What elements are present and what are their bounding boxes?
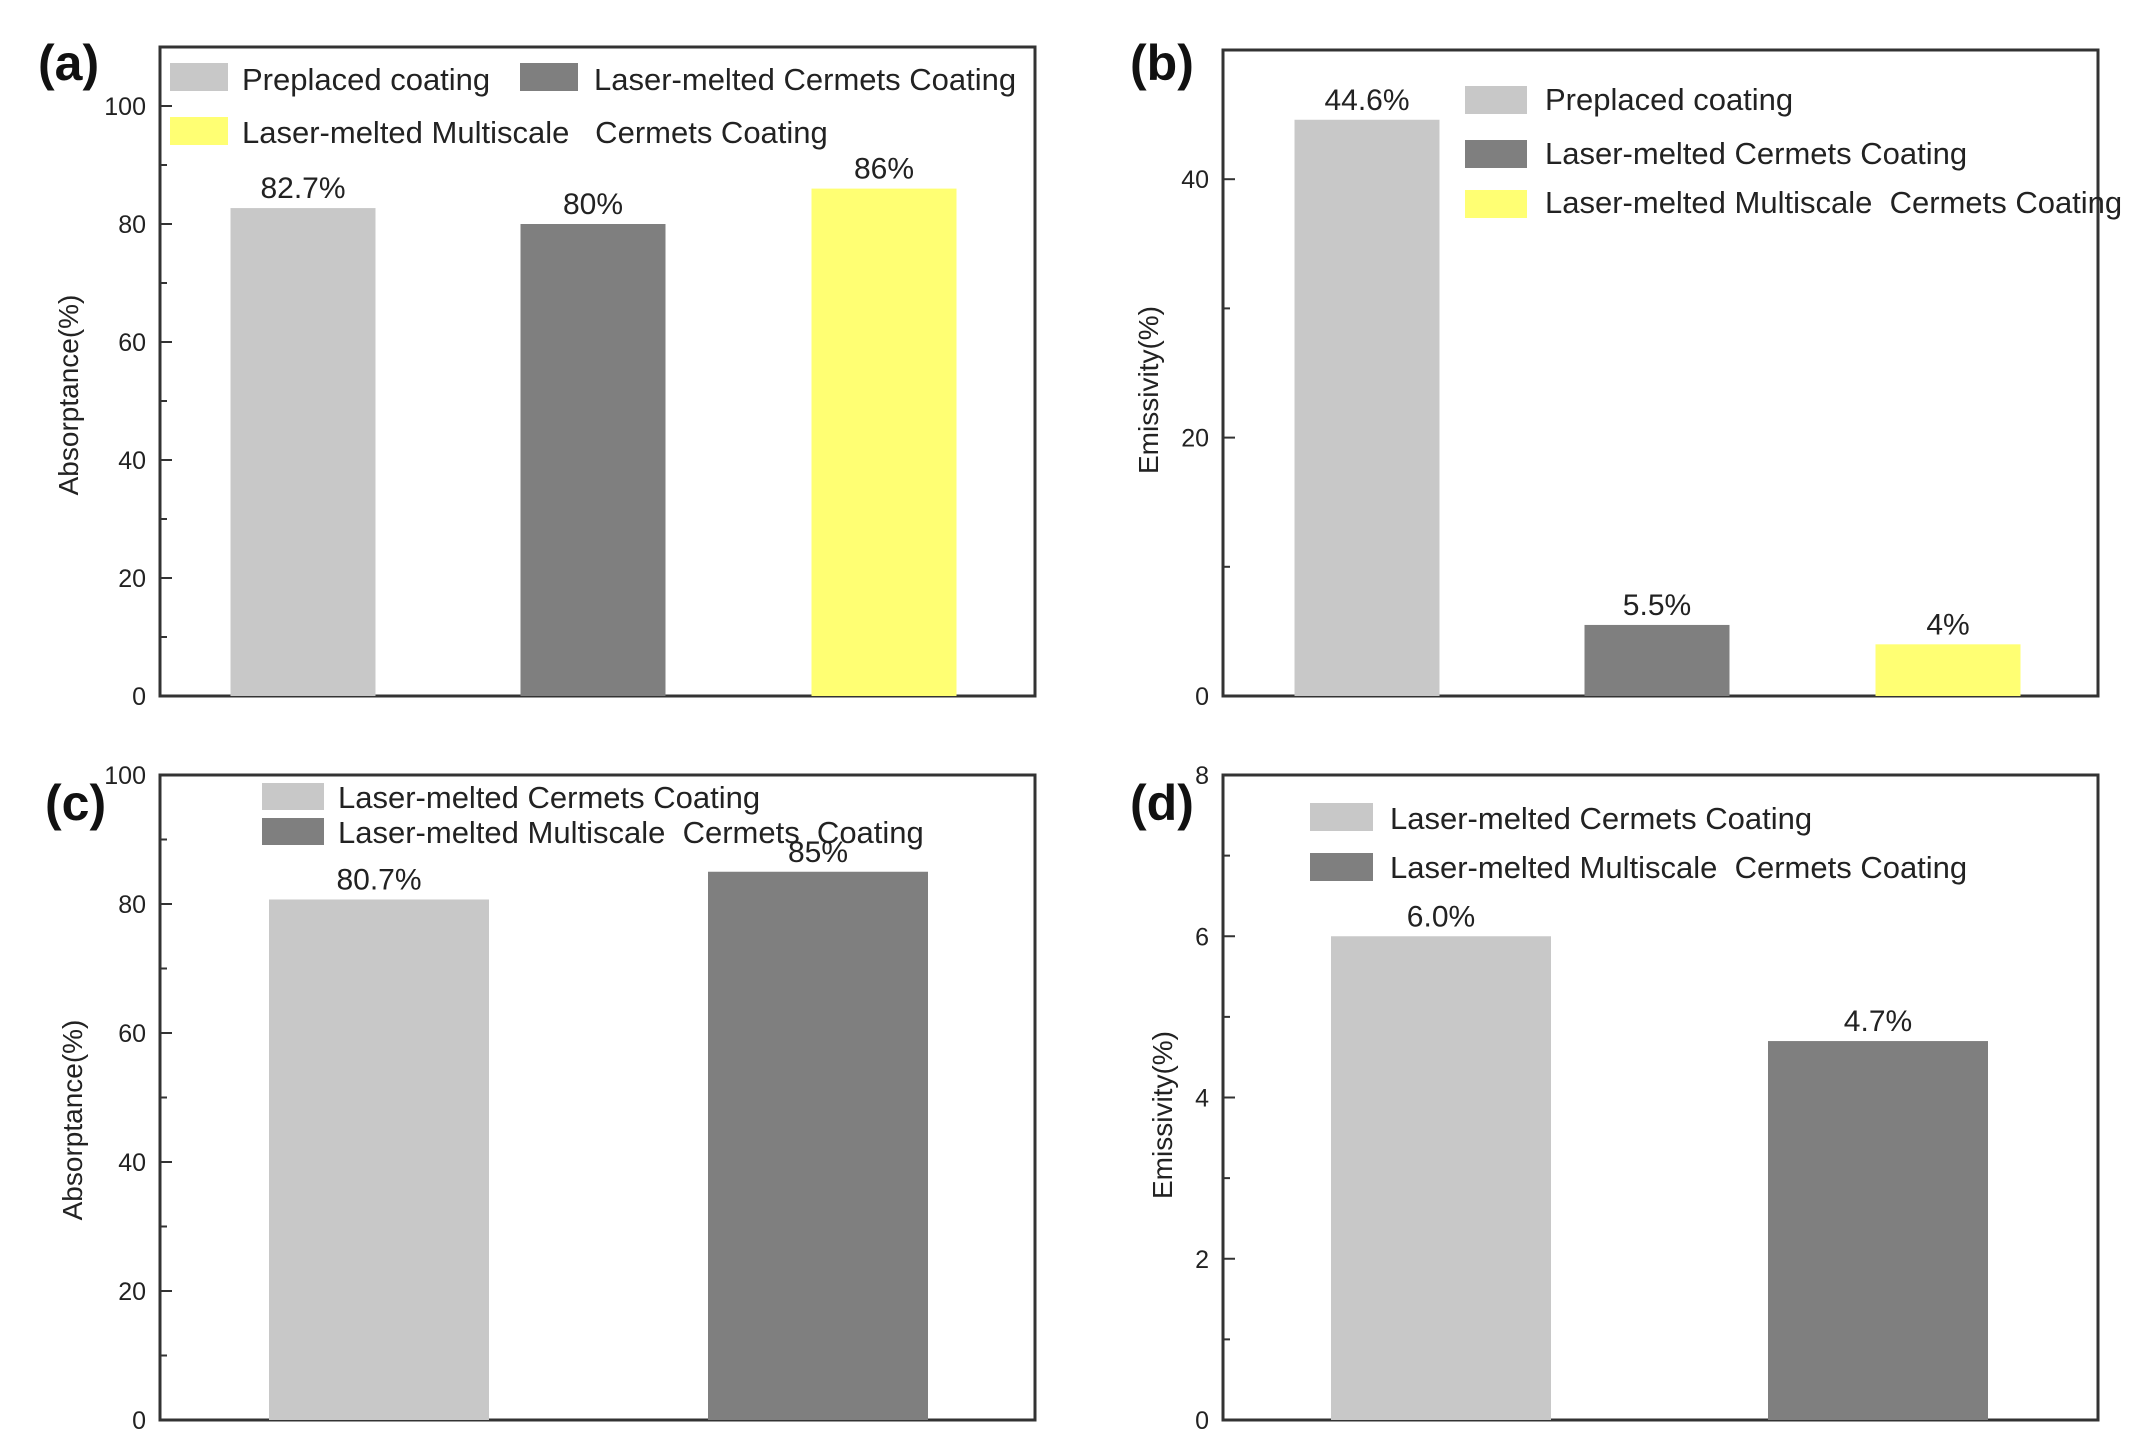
data-labels-c: 80.7% 85%	[336, 836, 848, 897]
y-tick-label-c: 80	[118, 891, 146, 919]
y-ticks-a: 0 20 40 60 80 100	[104, 93, 172, 711]
bar-b-1	[1294, 119, 1440, 696]
y-tick-label-d: 0	[1195, 1407, 1209, 1435]
data-label-c-2: 85%	[788, 836, 848, 869]
data-label-b-3: 4%	[1926, 608, 1969, 641]
legend-label-multiscale: Laser-melted Multiscale Cermets Coating	[242, 115, 828, 150]
y-axis-title-c: Absorptance(%)	[57, 1020, 88, 1221]
data-label-c-1: 80.7%	[336, 863, 421, 896]
bar-b-3	[1875, 644, 2021, 696]
y-tick-label-b: 20	[1181, 425, 1209, 453]
y-tick-label-a: 0	[132, 683, 146, 711]
y-axis-title-a: Absorptance(%)	[53, 295, 84, 496]
legend-c: Laser-melted Cermets Coating Laser-melte…	[262, 780, 924, 850]
bar-d-1	[1331, 936, 1551, 1420]
bar-c-2	[708, 871, 928, 1420]
data-label-d-1: 6.0%	[1407, 900, 1475, 933]
bars-c	[269, 871, 928, 1420]
legend-swatch-multiscale	[262, 818, 324, 845]
data-label-d-2: 4.7%	[1844, 1005, 1912, 1038]
legend-label-cermets: Laser-melted Cermets Coating	[594, 62, 1016, 97]
legend-b: Preplaced coating Laser-melted Cermets C…	[1465, 82, 2122, 220]
legend-swatch-cermets	[1310, 803, 1373, 831]
data-label-b-1: 44.6%	[1324, 84, 1409, 117]
y-tick-label-d: 8	[1195, 762, 1209, 790]
y-tick-label-b: 40	[1181, 166, 1209, 194]
panel-d: (d) Emissivity(%) 0 2 4 6 8 6.0% 4.7% Laser-m…	[1130, 762, 2100, 1435]
bar-a-3	[811, 188, 957, 696]
legend-label-multiscale: Laser-melted Multiscale Cermets Coating	[338, 815, 924, 850]
legend-d: Laser-melted Cermets Coating Laser-melte…	[1310, 801, 1967, 885]
y-tick-label-c: 60	[118, 1020, 146, 1048]
y-tick-label-d: 6	[1195, 923, 1209, 951]
y-tick-label-d: 4	[1195, 1085, 1209, 1113]
y-axis-title-b: Emissivity(%)	[1133, 306, 1164, 474]
panel-d-label: (d)	[1130, 775, 1194, 831]
bars-d	[1331, 936, 1988, 1420]
legend-a: Preplaced coating Laser-melted Cermets C…	[170, 62, 1016, 150]
legend-swatch-preplaced	[170, 63, 228, 91]
y-ticks-c: 0 20 40 60 80 100	[104, 762, 172, 1435]
y-tick-label-a: 80	[118, 211, 146, 239]
legend-label-multiscale: Laser-melted Multiscale Cermets Coating	[1390, 850, 1967, 885]
bars-a	[230, 188, 957, 696]
y-tick-label-a: 40	[118, 447, 146, 475]
y-tick-label-a: 20	[118, 565, 146, 593]
legend-swatch-cermets	[1465, 140, 1527, 168]
y-tick-label-a: 60	[118, 329, 146, 357]
data-labels-a: 82.7% 80% 86%	[260, 153, 914, 221]
panel-b-label: (b)	[1130, 35, 1194, 91]
y-tick-label-a: 100	[104, 93, 146, 121]
panel-c: (c) Absorptance(%) 0 20 40 60 80 100 80.7% 85%…	[45, 762, 1037, 1435]
data-label-a-1: 82.7%	[260, 172, 345, 205]
legend-swatch-cermets	[520, 63, 578, 91]
data-label-b-2: 5.5%	[1623, 589, 1691, 622]
y-tick-label-c: 0	[132, 1407, 146, 1435]
bar-a-1	[230, 208, 376, 696]
bar-c-1	[269, 899, 489, 1420]
legend-label-multiscale: Laser-melted Multiscale Cermets Coating	[1545, 185, 2122, 220]
y-tick-label-c: 20	[118, 1278, 146, 1306]
y-tick-label-d: 2	[1195, 1246, 1209, 1274]
legend-label-cermets: Laser-melted Cermets Coating	[1545, 136, 1967, 171]
y-tick-label-b: 0	[1195, 683, 1209, 711]
y-tick-label-c: 100	[104, 762, 146, 790]
y-ticks-d: 0 2 4 6 8	[1195, 762, 1235, 1435]
legend-swatch-multiscale	[1310, 853, 1373, 881]
bar-a-2	[520, 224, 666, 696]
legend-label-cermets: Laser-melted Cermets Coating	[338, 780, 760, 815]
panel-b: (b) Emissivity(%) 0 20 40 44.6% 5.5% 4% Prep…	[1130, 35, 2122, 711]
data-labels-b: 44.6% 5.5% 4%	[1324, 84, 1969, 642]
bar-b-2	[1584, 624, 1730, 696]
data-label-a-3: 86%	[854, 153, 914, 186]
legend-label-preplaced: Preplaced coating	[1545, 82, 1793, 117]
legend-label-cermets: Laser-melted Cermets Coating	[1390, 801, 1812, 836]
data-label-a-2: 80%	[563, 188, 623, 221]
legend-swatch-preplaced	[1465, 86, 1527, 114]
y-tick-label-c: 40	[118, 1149, 146, 1177]
bar-d-2	[1768, 1041, 1988, 1420]
bars-b	[1294, 119, 2021, 696]
legend-swatch-multiscale	[1465, 190, 1527, 218]
legend-swatch-cermets	[262, 783, 324, 810]
y-axis-title-d: Emissivity(%)	[1147, 1031, 1178, 1199]
legend-label-preplaced: Preplaced coating	[242, 62, 490, 97]
y-ticks-b: 0 20 40	[1181, 166, 1235, 711]
data-labels-d: 6.0% 4.7%	[1407, 900, 1912, 1038]
panel-c-label: (c)	[45, 775, 106, 831]
panel-a-label: (a)	[38, 35, 99, 91]
panel-a: (a) Absorptance(%) 0 20 40 60 80 100 82.7% 80%…	[38, 35, 1037, 711]
legend-swatch-multiscale	[170, 117, 228, 145]
